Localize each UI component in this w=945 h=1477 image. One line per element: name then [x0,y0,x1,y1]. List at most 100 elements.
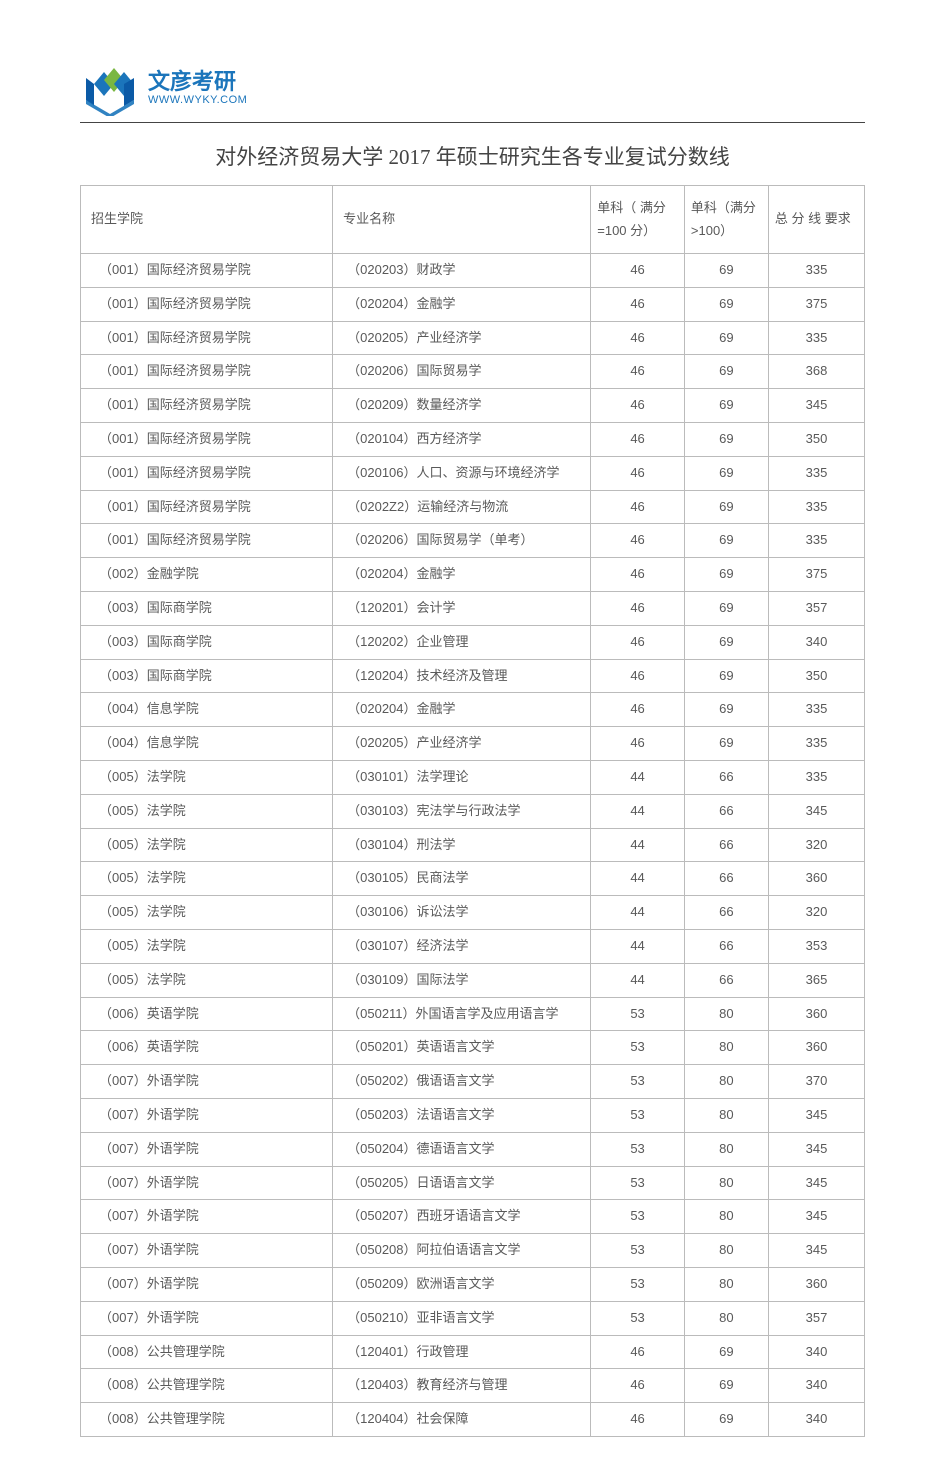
cell-sub100: 46 [591,591,685,625]
cell-sub100: 44 [591,896,685,930]
table-row: （003）国际商学院（120202）企业管理4669340 [81,625,865,659]
cell-total: 340 [768,1335,864,1369]
cell-total: 360 [768,1267,864,1301]
cell-sub100: 46 [591,524,685,558]
cell-sub100: 44 [591,963,685,997]
cell-subgt100: 69 [684,1335,768,1369]
cell-sub100: 46 [591,659,685,693]
cell-college: （001）国际经济贸易学院 [81,524,333,558]
cell-sub100: 53 [591,1065,685,1099]
cell-college: （004）信息学院 [81,727,333,761]
cell-subgt100: 69 [684,355,768,389]
cell-major: （020205）产业经济学 [333,727,591,761]
cell-total: 345 [768,1132,864,1166]
table-row: （004）信息学院（020204）金融学4669335 [81,693,865,727]
cell-sub100: 53 [591,1200,685,1234]
cell-subgt100: 69 [684,321,768,355]
table-header: 招生学院 专业名称 单科（ 满分=100 分） 单科（满分>100） 总 分 线… [81,186,865,254]
cell-total: 345 [768,1200,864,1234]
cell-subgt100: 80 [684,1065,768,1099]
cell-total: 320 [768,828,864,862]
table-row: （001）国际经济贸易学院（020204）金融学4669375 [81,287,865,321]
cell-major: （050208）阿拉伯语语言文学 [333,1234,591,1268]
cell-college: （001）国际经济贸易学院 [81,422,333,456]
cell-subgt100: 69 [684,659,768,693]
cell-sub100: 46 [591,1369,685,1403]
logo-title: 文彦考研 [148,71,247,93]
cell-sub100: 46 [591,456,685,490]
cell-major: （020204）金融学 [333,693,591,727]
table-row: （003）国际商学院（120204）技术经济及管理4669350 [81,659,865,693]
cell-college: （005）法学院 [81,963,333,997]
cell-college: （001）国际经济贸易学院 [81,254,333,288]
table-row: （004）信息学院（020205）产业经济学4669335 [81,727,865,761]
table-row: （005）法学院（030105）民商法学4466360 [81,862,865,896]
cell-total: 375 [768,558,864,592]
cell-sub100: 46 [591,558,685,592]
logo-text: 文彦考研 WWW.WYKY.COM [148,71,247,106]
cell-major: （120201）会计学 [333,591,591,625]
cell-subgt100: 80 [684,997,768,1031]
cell-major: （030106）诉讼法学 [333,896,591,930]
cell-total: 340 [768,1403,864,1437]
cell-total: 350 [768,659,864,693]
cell-subgt100: 66 [684,862,768,896]
cell-total: 360 [768,862,864,896]
cell-major: （120202）企业管理 [333,625,591,659]
cell-sub100: 44 [591,794,685,828]
cell-total: 340 [768,1369,864,1403]
cell-major: （030101）法学理论 [333,760,591,794]
cell-major: （050209）欧洲语言文学 [333,1267,591,1301]
cell-college: （007）外语学院 [81,1065,333,1099]
cell-total: 375 [768,287,864,321]
table-row: （008）公共管理学院（120403）教育经济与管理4669340 [81,1369,865,1403]
table-row: （001）国际经济贸易学院（020206）国际贸易学（单考）4669335 [81,524,865,558]
table-row: （006）英语学院（050201）英语语言文学5380360 [81,1031,865,1065]
cell-major: （050204）德语语言文学 [333,1132,591,1166]
cell-major: （020104）西方经济学 [333,422,591,456]
cell-college: （001）国际经济贸易学院 [81,490,333,524]
document-title: 对外经济贸易大学 2017 年硕士研究生各专业复试分数线 [80,141,865,171]
cell-college: （006）英语学院 [81,997,333,1031]
cell-subgt100: 69 [684,1369,768,1403]
table-row: （001）国际经济贸易学院（020203）财政学4669335 [81,254,865,288]
cell-sub100: 53 [591,1234,685,1268]
cell-subgt100: 69 [684,558,768,592]
cell-subgt100: 80 [684,1166,768,1200]
cell-college: （001）国际经济贸易学院 [81,287,333,321]
cell-sub100: 46 [591,1403,685,1437]
cell-college: （003）国际商学院 [81,625,333,659]
cell-subgt100: 80 [684,1234,768,1268]
cell-major: （050201）英语语言文学 [333,1031,591,1065]
cell-major: （020209）数量经济学 [333,389,591,423]
cell-college: （008）公共管理学院 [81,1369,333,1403]
header-divider [80,122,865,123]
cell-college: （007）外语学院 [81,1166,333,1200]
cell-major: （120403）教育经济与管理 [333,1369,591,1403]
cell-major: （120404）社会保障 [333,1403,591,1437]
table-row: （001）国际经济贸易学院（020205）产业经济学4669335 [81,321,865,355]
cell-college: （005）法学院 [81,929,333,963]
cell-total: 345 [768,1166,864,1200]
cell-major: （020206）国际贸易学 [333,355,591,389]
cell-subgt100: 66 [684,963,768,997]
logo-url: WWW.WYKY.COM [148,95,247,106]
cell-total: 335 [768,456,864,490]
document-page: 文彦考研 WWW.WYKY.COM 对外经济贸易大学 2017 年硕士研究生各专… [0,0,945,1477]
cell-college: （006）英语学院 [81,1031,333,1065]
cell-total: 335 [768,693,864,727]
cell-major: （020206）国际贸易学（单考） [333,524,591,558]
cell-sub100: 46 [591,1335,685,1369]
cell-sub100: 53 [591,1301,685,1335]
cell-total: 350 [768,422,864,456]
cell-total: 370 [768,1065,864,1099]
cell-sub100: 46 [591,355,685,389]
cell-college: （005）法学院 [81,794,333,828]
cell-subgt100: 66 [684,828,768,862]
cell-college: （004）信息学院 [81,693,333,727]
cell-college: （003）国际商学院 [81,659,333,693]
cell-college: （007）外语学院 [81,1301,333,1335]
cell-sub100: 44 [591,828,685,862]
cell-major: （050205）日语语言文学 [333,1166,591,1200]
cell-college: （007）外语学院 [81,1234,333,1268]
